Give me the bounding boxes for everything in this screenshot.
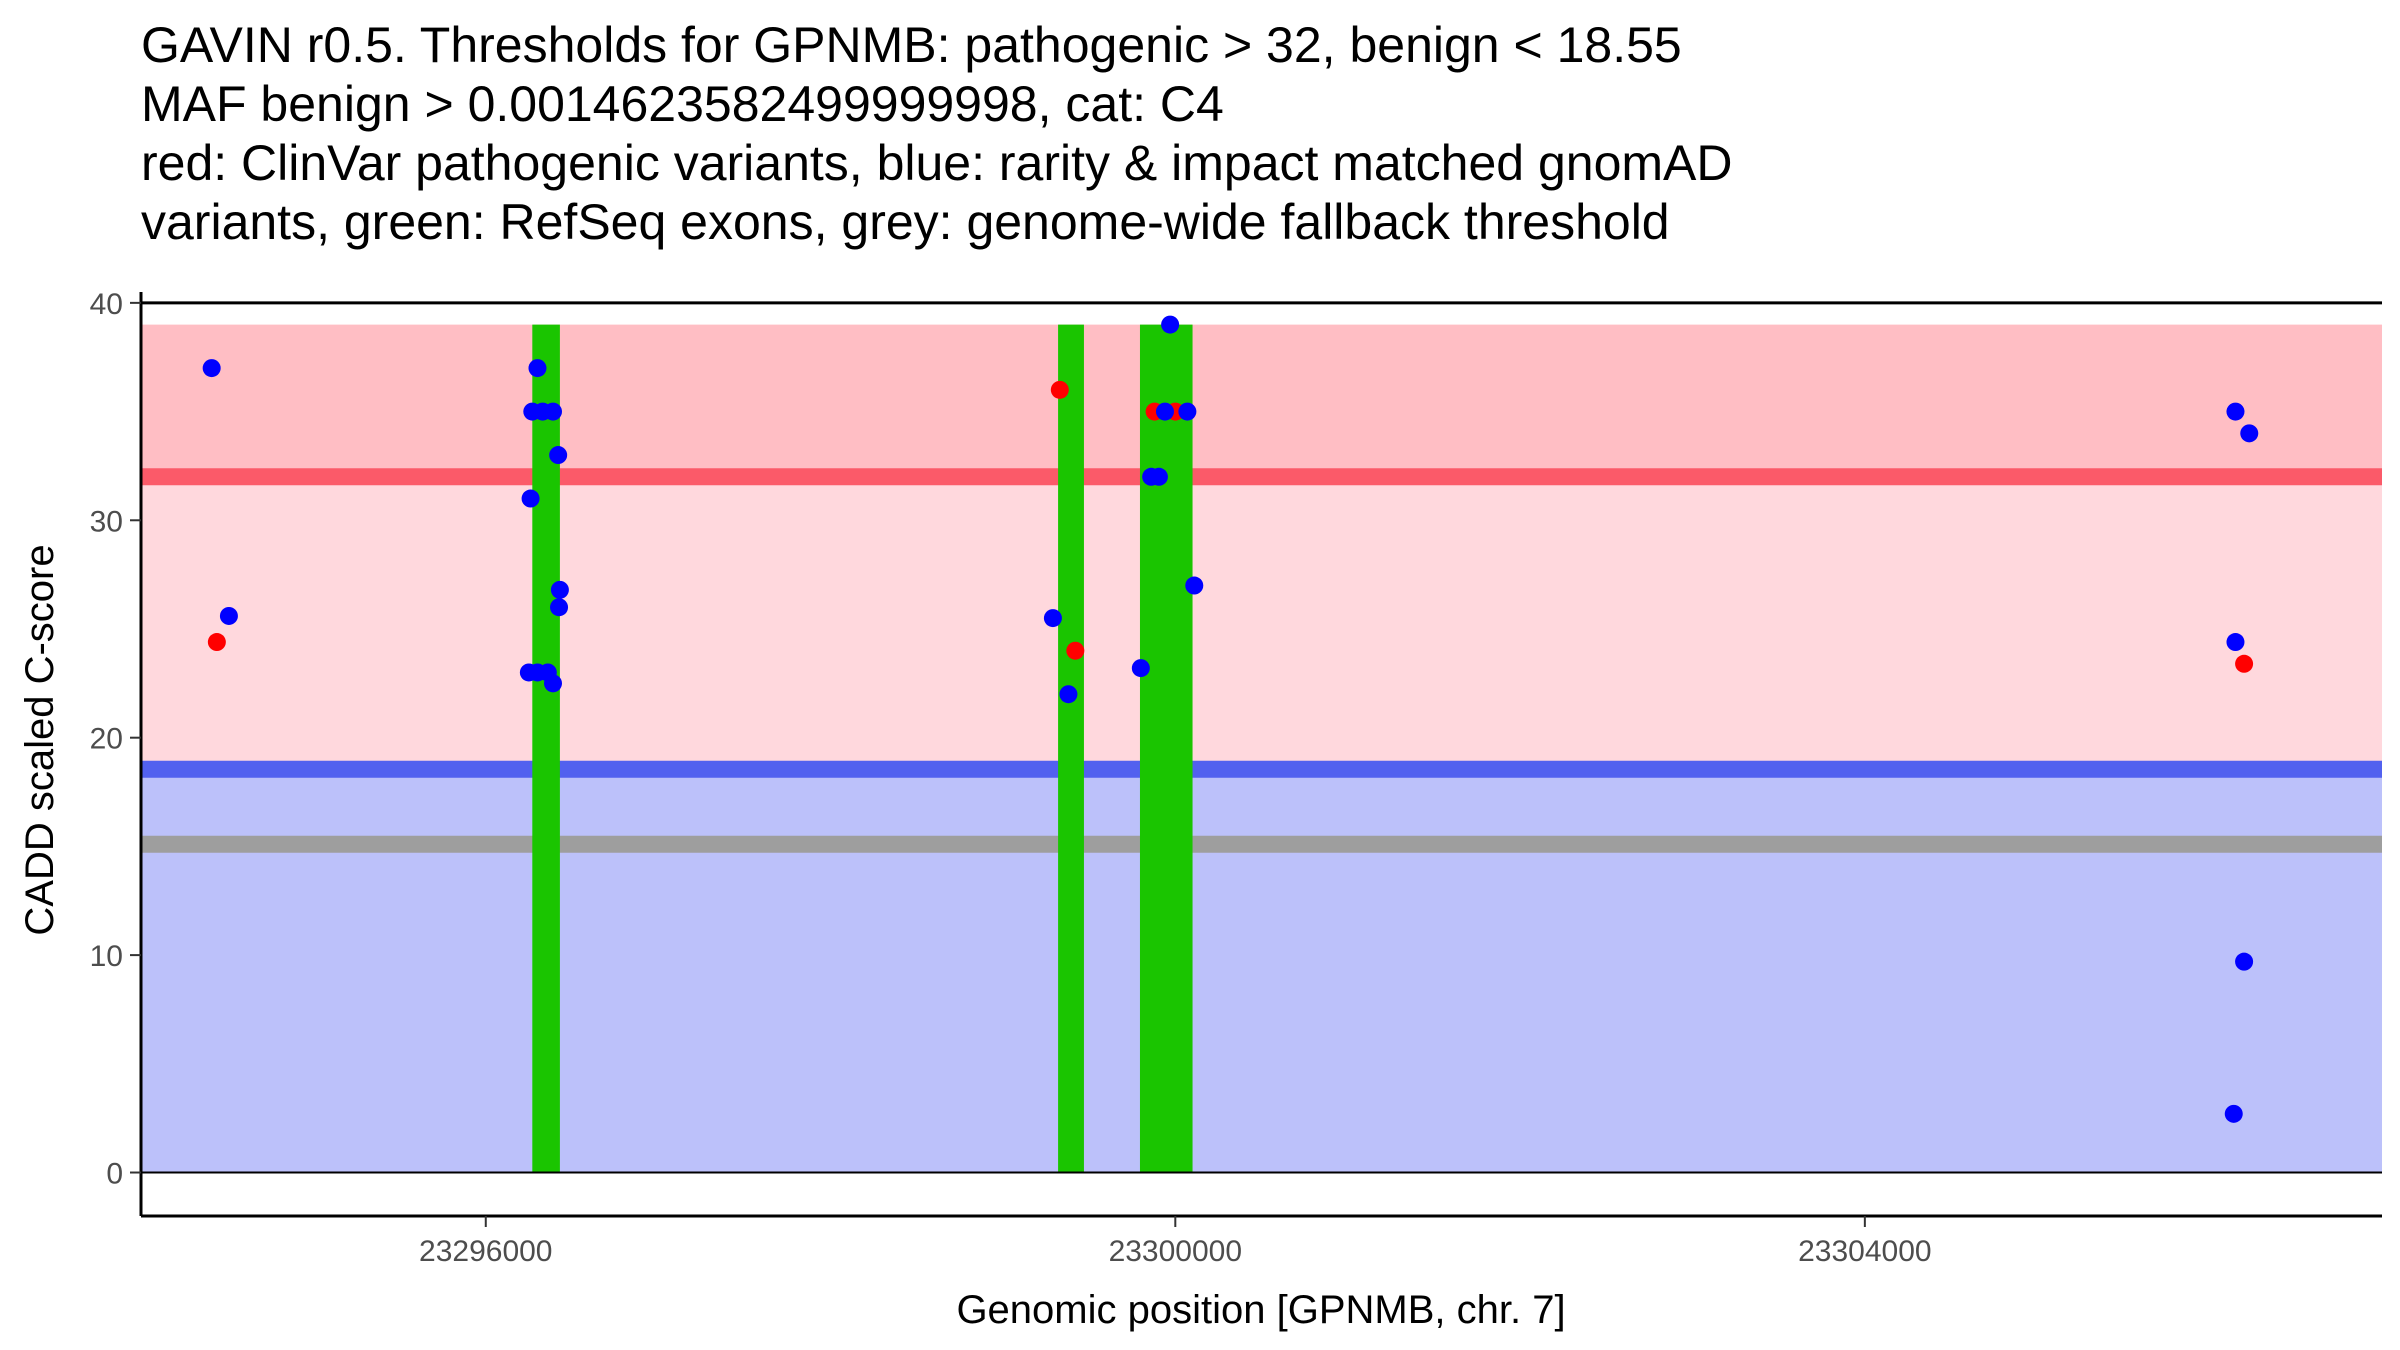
y-axis-title: CADD scaled C-score: [18, 544, 62, 935]
y-tick-label: 20: [90, 723, 123, 756]
exon-bar-2: [1058, 324, 1084, 1173]
gnomad-point: [528, 359, 547, 378]
clinvar-point: [2235, 654, 2254, 673]
gnomad-point: [549, 446, 568, 465]
region-pathogenic: [141, 324, 2382, 477]
exon-bar-3: [1139, 324, 1193, 1173]
gnomad-point: [2235, 952, 2254, 971]
clinvar-point: [1050, 380, 1069, 399]
gnomad-point: [1059, 685, 1078, 704]
gnomad-point: [1178, 402, 1197, 421]
region-benign: [141, 769, 2382, 1173]
y-tick-label: 10: [90, 940, 123, 973]
gnomad-point: [550, 580, 569, 599]
gnomad-point: [543, 402, 562, 421]
x-tick-label: 23304000: [1798, 1235, 1931, 1268]
clinvar-point: [207, 633, 226, 652]
clinvar-point: [1066, 641, 1085, 660]
x-tick-label: 23296000: [419, 1235, 552, 1268]
region-intermediate: [141, 476, 2382, 770]
title-line-4: variants, green: RefSeq exons, grey: gen…: [141, 194, 1670, 250]
title-line-2: MAF benign > 0.0014623582499999998, cat:…: [141, 76, 1224, 132]
gnomad-point: [550, 598, 569, 617]
y-tick-label: 30: [90, 505, 123, 538]
gnomad-point: [1161, 315, 1180, 334]
gnomad-point: [2226, 402, 2245, 421]
gnomad-point: [1043, 609, 1062, 628]
gnomad-point: [202, 359, 221, 378]
gnomad-point: [2226, 633, 2245, 652]
gnomad-point: [543, 674, 562, 693]
chart-title: GAVIN r0.5. Thresholds for GPNMB: pathog…: [141, 17, 1732, 250]
y-tick-label: 40: [90, 288, 123, 321]
title-line-1: GAVIN r0.5. Thresholds for GPNMB: pathog…: [141, 17, 1682, 73]
gnomad-point: [1185, 576, 1204, 595]
x-axis-title: Genomic position [GPNMB, chr. 7]: [956, 1288, 1565, 1332]
gnomad-point: [2224, 1104, 2243, 1123]
plot-panel: 23296000 23300000 23304000 0 10 20 30 40: [90, 288, 2382, 1268]
gnomad-point: [1149, 467, 1168, 486]
exon-bar-1: [532, 324, 560, 1173]
gnomad-point: [1155, 402, 1174, 421]
x-tick-label: 23300000: [1109, 1235, 1242, 1268]
gnomad-point: [2240, 424, 2259, 443]
gnomad-point: [219, 606, 238, 625]
y-tick-label: 0: [106, 1158, 123, 1191]
title-line-3: red: ClinVar pathogenic variants, blue: …: [141, 135, 1732, 191]
gnomad-point: [1131, 659, 1150, 678]
gnomad-point: [521, 489, 540, 508]
